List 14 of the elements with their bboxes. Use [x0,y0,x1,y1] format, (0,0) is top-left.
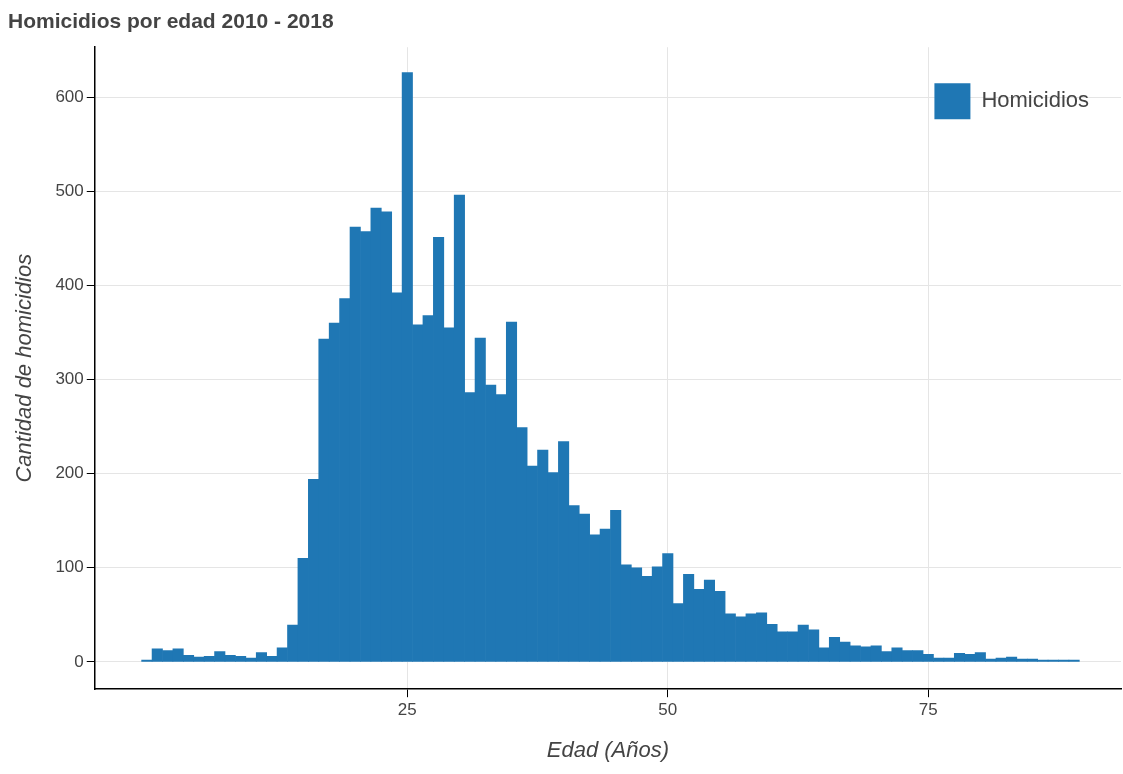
x-tick-label: 50 [658,700,678,720]
y-tick-label: 400 [55,275,84,295]
y-tick-label: 200 [55,463,84,483]
y-tick-label: 300 [55,369,84,389]
y-axis-title: Cantidad de homicidios [11,253,37,483]
legend-label: Homicidios [981,87,1090,113]
y-tick-label: 600 [55,86,84,106]
x-tick-label: 75 [918,700,938,720]
x-axis-title: Edad (Años) [546,736,670,762]
x-tick-label: 25 [397,700,417,720]
y-tick-label: 0 [74,651,84,671]
y-tick-label: 100 [55,557,84,577]
y-tick-label: 500 [55,180,84,200]
chart-title: Homicidios por edad 2010 - 2018 [8,9,334,33]
